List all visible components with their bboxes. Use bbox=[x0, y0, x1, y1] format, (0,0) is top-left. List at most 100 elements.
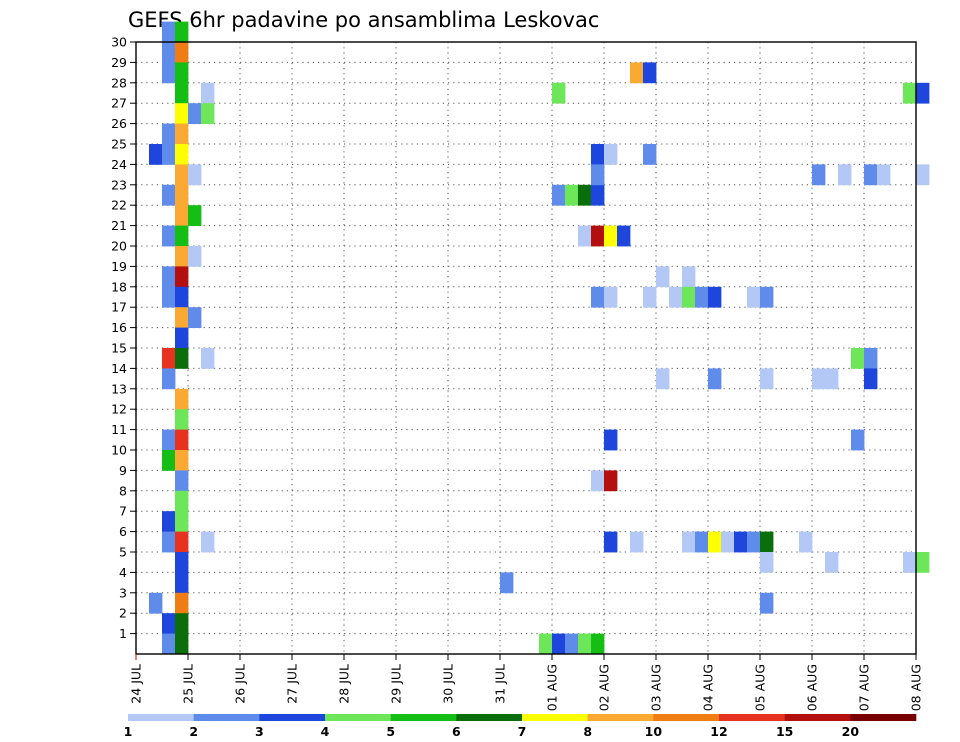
precip-cell bbox=[747, 286, 761, 308]
colorbar-swatch bbox=[719, 714, 785, 721]
precip-cell bbox=[591, 225, 605, 247]
precip-cell bbox=[916, 164, 930, 186]
precip-cell bbox=[864, 368, 878, 390]
precip-cell bbox=[760, 368, 774, 390]
colorbar-swatch bbox=[653, 714, 720, 721]
precip-cell bbox=[734, 531, 748, 553]
precip-cell bbox=[643, 62, 657, 84]
precip-cell bbox=[864, 164, 878, 186]
y-tick-label: 21 bbox=[111, 218, 127, 233]
colorbar-label: 3 bbox=[255, 724, 264, 739]
y-tick-label: 24 bbox=[111, 157, 127, 172]
precip-cell bbox=[591, 633, 605, 655]
precip-cell bbox=[760, 552, 774, 573]
precip-cell bbox=[188, 103, 202, 124]
precip-cell bbox=[864, 348, 878, 369]
precip-cell bbox=[578, 225, 592, 247]
precip-cell bbox=[201, 103, 215, 124]
precip-cell bbox=[656, 368, 670, 390]
precip-cell bbox=[682, 286, 696, 308]
colorbar-label: 15 bbox=[776, 724, 793, 739]
precip-cell bbox=[162, 42, 176, 63]
precip-cell bbox=[149, 592, 163, 614]
precip-cell bbox=[604, 429, 618, 451]
precip-cell bbox=[162, 123, 176, 145]
precip-cell bbox=[175, 552, 189, 573]
precip-cell bbox=[175, 266, 189, 288]
precip-cell bbox=[175, 144, 189, 165]
colorbar-swatch bbox=[784, 714, 851, 721]
precip-cell bbox=[175, 164, 189, 186]
precip-cell bbox=[604, 470, 618, 492]
precip-cell bbox=[175, 246, 189, 267]
precip-cell bbox=[162, 531, 176, 553]
precip-cell bbox=[175, 82, 189, 104]
precip-cell bbox=[188, 307, 202, 328]
y-tick-label: 28 bbox=[111, 75, 127, 90]
y-axis: 1234567891011121314151617181920212223242… bbox=[111, 35, 136, 641]
precip-cell bbox=[175, 409, 189, 430]
precip-cell bbox=[162, 368, 176, 390]
precip-cell bbox=[565, 633, 579, 655]
precip-cell bbox=[903, 82, 917, 104]
precip-cell bbox=[175, 572, 189, 594]
precip-cell bbox=[175, 633, 189, 655]
precip-cell bbox=[175, 490, 189, 512]
precip-cell bbox=[552, 633, 566, 655]
precip-cell bbox=[604, 225, 618, 247]
y-tick-label: 27 bbox=[111, 96, 127, 111]
precip-cell bbox=[916, 552, 930, 573]
precip-cell bbox=[162, 184, 176, 206]
precip-cell bbox=[760, 531, 774, 553]
precip-cell bbox=[591, 144, 605, 165]
precip-cell bbox=[175, 531, 189, 553]
precip-cell bbox=[175, 429, 189, 451]
precip-cell bbox=[617, 225, 631, 247]
colorbar-label: 6 bbox=[452, 724, 461, 739]
colorbar-label: 8 bbox=[583, 724, 592, 739]
y-tick-label: 15 bbox=[111, 341, 127, 356]
y-tick-label: 3 bbox=[119, 585, 127, 600]
x-tick-label: 30 JUL bbox=[441, 664, 456, 704]
precip-cell bbox=[591, 470, 605, 492]
colorbar-swatch bbox=[259, 714, 326, 721]
precip-cell bbox=[669, 286, 683, 308]
precip-cell bbox=[201, 82, 215, 104]
precip-cell bbox=[591, 286, 605, 308]
precip-cell bbox=[565, 184, 579, 206]
precip-cell bbox=[760, 592, 774, 614]
precip-cell bbox=[721, 531, 735, 553]
precip-cell bbox=[175, 184, 189, 206]
precip-cell bbox=[162, 450, 176, 471]
precip-cell bbox=[760, 286, 774, 308]
y-tick-label: 2 bbox=[119, 606, 127, 621]
precip-cell bbox=[643, 286, 657, 308]
x-tick-label: 26 JUL bbox=[233, 664, 248, 704]
y-tick-label: 23 bbox=[111, 177, 127, 192]
precip-cell bbox=[175, 613, 189, 634]
y-tick-label: 17 bbox=[111, 300, 127, 315]
precip-cell bbox=[175, 42, 189, 63]
y-tick-label: 4 bbox=[119, 565, 127, 580]
precip-cell bbox=[825, 368, 839, 390]
x-tick-label: 03 AUG bbox=[649, 664, 664, 711]
precip-cell bbox=[201, 348, 215, 369]
precip-cell bbox=[591, 184, 605, 206]
colorbar-swatch bbox=[850, 714, 917, 721]
y-tick-label: 8 bbox=[119, 483, 127, 498]
precip-cell bbox=[500, 572, 514, 594]
x-tick-label: 28 JUL bbox=[337, 664, 352, 704]
precip-cell bbox=[175, 450, 189, 471]
precip-cell bbox=[851, 348, 865, 369]
colorbar-swatch bbox=[128, 714, 194, 721]
precip-cell bbox=[708, 368, 722, 390]
y-tick-label: 9 bbox=[119, 463, 127, 478]
x-tick-label: 07 AUG bbox=[857, 664, 872, 711]
precip-cell bbox=[149, 144, 163, 165]
precip-cell bbox=[175, 62, 189, 84]
precip-cell bbox=[175, 348, 189, 369]
precip-cell bbox=[175, 470, 189, 492]
colorbar-swatch bbox=[193, 714, 260, 721]
y-tick-label: 7 bbox=[119, 504, 127, 519]
